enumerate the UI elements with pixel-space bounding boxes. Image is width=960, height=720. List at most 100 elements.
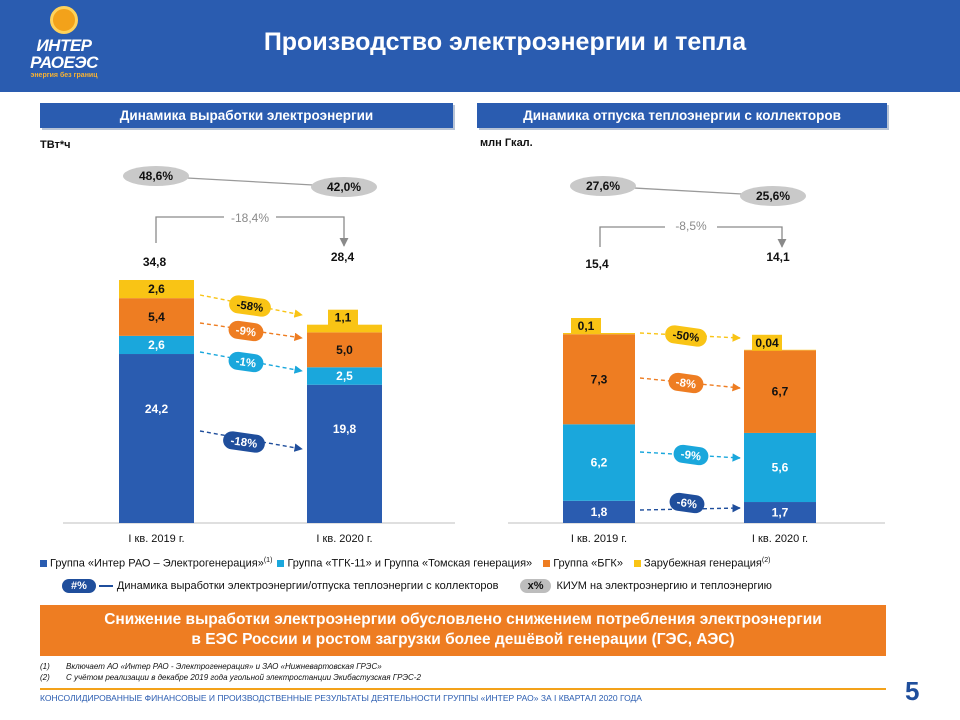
value-label: 1,1 <box>335 311 352 325</box>
legend-item-2: Группа «ТГК-11» и Группа «Томская генера… <box>287 557 533 570</box>
legend-kium-label: КИУМ на электроэнергию и теплоэнергию <box>556 580 772 592</box>
bar-segment <box>563 424 635 501</box>
arrow-right-icon <box>98 585 113 588</box>
legend-footnote-ref: (1) <box>263 557 273 564</box>
bar-segment <box>744 350 816 433</box>
change-value: -58% <box>236 299 264 315</box>
legend-swatch-icon <box>40 560 47 568</box>
bar-segment <box>563 500 635 523</box>
legend-series-row: Группа «Интер РАО – Электрогенерация»(1)… <box>40 557 770 570</box>
logo-text-2: РАОЕЭС <box>30 53 98 72</box>
bar-segment <box>307 324 382 333</box>
header-banner: ИНТЕР РАОЕЭС энергия без границ Производ… <box>0 0 960 92</box>
kium-pill <box>570 176 636 196</box>
change-pill <box>673 444 709 466</box>
legend-swatch-icon <box>634 560 642 568</box>
change-value: -8% <box>675 377 697 392</box>
bar-segment <box>119 298 194 336</box>
value-label: 6,2 <box>591 456 608 470</box>
conclusion-box: Снижение выработки электроэнергии обусло… <box>40 605 886 656</box>
total-label: 15,4 <box>585 257 609 271</box>
conclusion-line-1: Снижение выработки электроэнергии обусло… <box>104 611 822 628</box>
footnote: (2) С учётом реализации в декабре 2019 го… <box>40 673 421 684</box>
total-label: 34,8 <box>143 255 167 269</box>
change-pill <box>228 351 264 373</box>
footnote-text: С учётом реализации в декабре 2019 года … <box>66 673 421 682</box>
charts-area: 24,2 2,6 5,4 2,6 34,8 I кв. 2019 г. 19,8 2,5 5,0… <box>63 166 885 545</box>
change-pill <box>665 325 707 347</box>
kium-value: 27,6% <box>586 179 620 193</box>
value-label: 0,1 <box>578 319 595 333</box>
legend-change-label: Динамика выработки электроэнергии/отпуск… <box>116 580 499 592</box>
bar-segment <box>563 334 635 425</box>
page-number: 5 <box>905 676 920 706</box>
change-pill <box>229 295 271 317</box>
kium-pill <box>123 166 189 186</box>
footnotes: (1) Включает АО «Интер РАО - Электрогенер… <box>40 662 421 684</box>
change-pill <box>223 431 265 453</box>
value-label-box <box>328 309 358 326</box>
left-unit-label: ТВт*ч <box>40 139 71 151</box>
legend-key-row: #% Динамика выработки электроэнергии/отпу… <box>62 579 772 593</box>
bar-segment <box>119 280 194 299</box>
value-label: 2,6 <box>148 338 165 352</box>
category-label: I кв. 2020 г. <box>752 533 808 545</box>
kium-connector <box>633 187 743 195</box>
total-label: 28,4 <box>331 250 355 264</box>
legend-item-3: Группа «БГК» <box>553 557 623 570</box>
change-pill <box>669 492 705 514</box>
total-change-label: -8,5% <box>675 219 707 233</box>
total-change-bg <box>224 209 276 225</box>
kium-pill-sample: x% <box>519 579 552 593</box>
conclusion-line-2: в ЕЭС России и ростом загрузки более деш… <box>191 631 735 648</box>
kium-value: 25,6% <box>756 189 790 203</box>
footnote: (1) Включает АО «Интер РАО - Электрогенер… <box>40 662 421 673</box>
total-label: 14,1 <box>766 250 790 264</box>
footnote-text: Включает АО «Интер РАО - Электрогенераци… <box>66 662 382 671</box>
logo-tagline: энергия без границ <box>30 72 98 79</box>
bar-segment <box>307 367 382 385</box>
bar-segment <box>744 502 816 523</box>
change-value: -9% <box>235 325 257 340</box>
bar-segment <box>744 432 816 503</box>
bar-segment <box>119 354 194 523</box>
value-label: 1,7 <box>772 506 789 520</box>
category-label: I кв. 2020 г. <box>316 533 372 545</box>
total-change-label: -18,4% <box>231 211 269 225</box>
change-pill <box>228 320 264 342</box>
change-value: -1% <box>235 356 257 371</box>
sun-icon <box>50 6 78 34</box>
legend-footnote-ref: (2) <box>761 557 771 564</box>
value-label: 7,3 <box>591 372 608 386</box>
value-label: 24,2 <box>145 402 169 416</box>
legend-item-4: Зарубежная генерация <box>644 557 762 570</box>
value-label: 0,04 <box>755 336 779 350</box>
value-label: 5,6 <box>772 460 789 474</box>
legend-swatch-icon <box>277 560 285 568</box>
footer-text: КОНСОЛИДИРОВАННЫЕ ФИНАНСОВЫЕ И ПРОИЗВОДС… <box>40 693 642 703</box>
value-label: 19,8 <box>333 422 357 436</box>
value-label: 6,7 <box>772 385 789 399</box>
electricity-chart: 24,2 2,6 5,4 2,6 34,8 I кв. 2019 г. 19,8 2,5 5,0… <box>63 166 455 545</box>
category-label: I кв. 2019 г. <box>571 533 627 545</box>
change-value: -9% <box>680 449 702 464</box>
legend-item-1: Группа «Интер РАО – Электрогенерация» <box>50 557 264 570</box>
value-label: 5,4 <box>148 310 165 324</box>
change-value: -50% <box>672 329 700 345</box>
value-label: 1,8 <box>591 505 608 519</box>
kium-connector <box>186 177 314 186</box>
kium-value: 42,0% <box>327 180 361 194</box>
legend-swatch-icon <box>543 560 551 568</box>
value-label: 2,6 <box>148 282 165 296</box>
kium-pill <box>311 177 377 197</box>
value-label: 5,0 <box>336 343 353 357</box>
bar-segment <box>307 384 382 523</box>
value-label-box <box>752 334 782 351</box>
logo-text-1: ИНТЕР <box>36 36 92 55</box>
change-value: -18% <box>230 435 258 451</box>
category-label: I кв. 2019 г. <box>128 533 184 545</box>
change-pill-sample: #% <box>62 579 96 593</box>
footer-divider <box>40 688 886 690</box>
right-unit-label: млн Гкал. <box>480 137 533 149</box>
value-label-box <box>571 318 601 334</box>
